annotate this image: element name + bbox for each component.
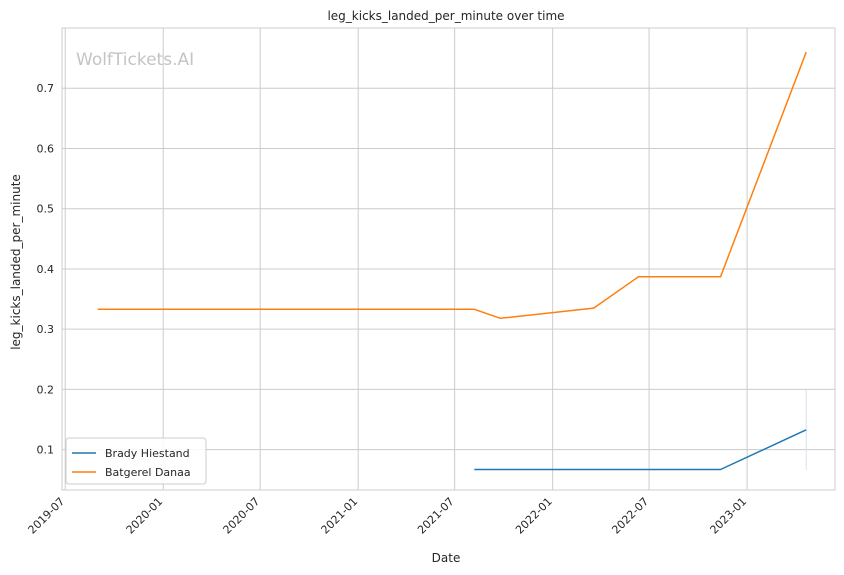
y-tick-label: 0.5 (37, 203, 55, 216)
y-tick-label: 0.2 (37, 383, 55, 396)
y-tick-label: 0.4 (37, 263, 55, 276)
y-axis-ticks: 0.1 0.2 0.3 0.4 0.5 0.6 0.7 (37, 82, 55, 456)
y-tick-label: 0.7 (37, 82, 55, 95)
legend-label: Brady Hiestand (105, 447, 190, 460)
series-line (97, 51, 807, 320)
grid (62, 28, 835, 490)
series-lines (97, 51, 807, 471)
chart-title: leg_kicks_landed_per_minute over time (327, 9, 564, 23)
y-tick-label: 0.3 (37, 323, 55, 336)
x-axis-title: Date (432, 551, 461, 565)
watermark: WolfTickets.AI (76, 50, 194, 70)
y-tick-label: 0.6 (37, 142, 55, 155)
y-tick-label: 0.1 (37, 444, 55, 457)
legend-label: Batgerel Danaa (105, 466, 191, 479)
y-axis-title: leg_kicks_landed_per_minute (9, 174, 23, 350)
legend: Brady Hiestand Batgerel Danaa (65, 437, 207, 485)
plot-area-border (61, 27, 836, 491)
series-line (474, 429, 807, 471)
legend-box (65, 437, 207, 485)
